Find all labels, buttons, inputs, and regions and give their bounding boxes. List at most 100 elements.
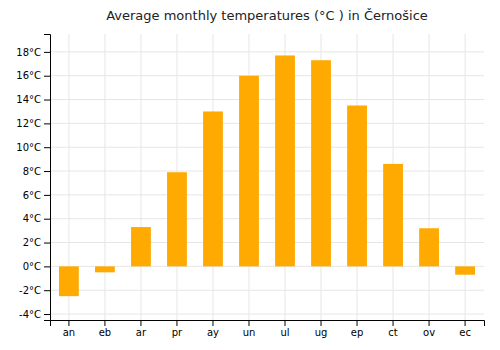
tick-label: an	[63, 327, 75, 338]
grid-line	[50, 51, 484, 52]
grid-line	[104, 34, 105, 320]
tick: 4°C	[23, 213, 50, 224]
tick-mark	[44, 290, 50, 291]
tick-label: ov	[423, 327, 435, 338]
grid-line	[50, 147, 484, 148]
tick-label: pr	[172, 327, 183, 338]
tick-mark	[44, 171, 50, 172]
tick-label: eb	[99, 327, 112, 338]
tick-mark	[140, 320, 141, 326]
tick: ct	[388, 320, 397, 338]
bar	[347, 106, 367, 267]
tick: an	[63, 320, 75, 338]
grid-line	[465, 34, 466, 320]
tick: 16°C	[16, 70, 50, 81]
tick: ug	[315, 320, 328, 338]
bar	[239, 76, 259, 267]
chart: -4°C -2°C 0°C 2°C 4°C 6°C 8°C 10°C 12°C 14°C 16°C 1…	[0, 0, 500, 350]
grid-line	[50, 290, 484, 291]
tick: 0°C	[23, 261, 50, 272]
tick-label: 12°C	[16, 118, 41, 129]
bar	[383, 164, 403, 266]
tick-mark	[248, 320, 249, 326]
tick-mark	[285, 320, 286, 326]
bar	[167, 172, 187, 266]
tick-mark	[321, 320, 322, 326]
tick-mark	[44, 219, 50, 220]
tick: 18°C	[16, 47, 50, 58]
plot: -4°C -2°C 0°C 2°C 4°C 6°C 8°C 10°C 12°C 14°C 16°C 1…	[16, 34, 484, 338]
tick: 10°C	[16, 142, 50, 153]
tick-label: ct	[388, 327, 397, 338]
tick-mark	[212, 320, 213, 326]
tick-mark	[44, 123, 50, 124]
tick-label: ay	[207, 327, 219, 338]
bar	[311, 60, 331, 266]
tick: 6°C	[23, 190, 50, 201]
tick: ar	[136, 320, 147, 338]
tick: -2°C	[19, 285, 50, 296]
grid-line	[50, 75, 484, 76]
tick: 14°C	[16, 94, 50, 105]
tick-label: 0°C	[23, 261, 41, 272]
tick-mark	[44, 195, 50, 196]
tick-mark	[44, 266, 50, 267]
tick: ep	[351, 320, 364, 338]
axis-line	[44, 35, 51, 321]
tick: 12°C	[16, 118, 50, 129]
bar	[203, 111, 223, 266]
bars	[59, 55, 475, 296]
tick-label: ug	[315, 327, 328, 338]
tick: 8°C	[23, 166, 50, 177]
tick-label: ep	[351, 327, 364, 338]
grid-line	[50, 194, 484, 195]
tick-mark	[176, 320, 177, 326]
axis-line	[51, 321, 485, 327]
tick-mark	[44, 243, 50, 244]
tick: ov	[423, 320, 435, 338]
bar	[131, 227, 151, 266]
x-axis: anebarprayunulugepctovec	[51, 320, 485, 338]
tick-label: ec	[459, 327, 471, 338]
tick-mark	[393, 320, 394, 326]
tick-mark	[44, 52, 50, 53]
grid-line	[140, 34, 141, 320]
tick-mark	[44, 314, 50, 315]
grid-line	[50, 99, 484, 100]
tick-mark	[44, 100, 50, 101]
grid-line	[50, 123, 484, 124]
grid-line	[429, 34, 430, 320]
tick-label: 10°C	[16, 142, 41, 153]
tick-label: -4°C	[19, 309, 41, 320]
tick-label: 2°C	[23, 237, 41, 248]
tick-label: -2°C	[19, 285, 41, 296]
tick-label: 16°C	[16, 70, 41, 81]
tick: ay	[207, 320, 219, 338]
tick: un	[243, 320, 256, 338]
grid-line	[50, 314, 484, 315]
tick: 2°C	[23, 237, 50, 248]
tick-mark	[357, 320, 358, 326]
tick-label: 4°C	[23, 213, 41, 224]
tick-mark	[44, 147, 50, 148]
tick-mark	[44, 76, 50, 77]
tick-label: 14°C	[16, 94, 41, 105]
tick-label: ar	[136, 327, 147, 338]
y-axis: -4°C -2°C 0°C 2°C 4°C 6°C 8°C 10°C 12°C 14°C 16°C 1…	[16, 35, 50, 321]
bar	[275, 55, 295, 266]
tick: eb	[99, 320, 112, 338]
grid-line	[50, 266, 484, 267]
grid-line	[50, 218, 484, 219]
title: Average monthly temperatures (°C ) in Če…	[106, 8, 428, 23]
tick: -4°C	[19, 309, 50, 320]
grid-line	[50, 242, 484, 243]
bar	[59, 266, 79, 296]
tick-mark	[429, 320, 430, 326]
tick-mark	[104, 320, 105, 326]
tick-label: 8°C	[23, 166, 41, 177]
tick-label: un	[243, 327, 256, 338]
bar	[95, 266, 115, 272]
tick: ec	[459, 320, 471, 338]
tick-mark	[68, 320, 69, 326]
tick-label: 6°C	[23, 190, 41, 201]
